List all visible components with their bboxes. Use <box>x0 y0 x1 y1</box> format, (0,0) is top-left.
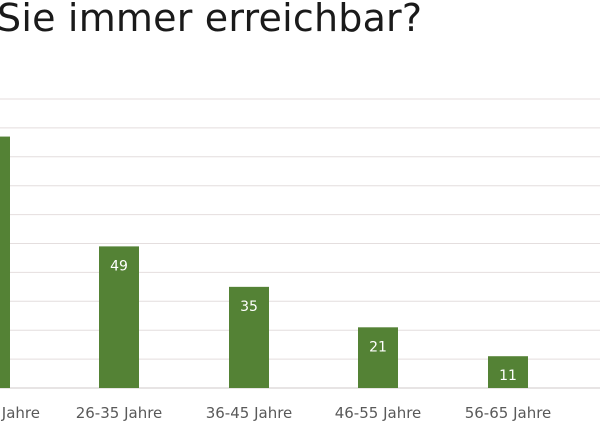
bars <box>0 136 528 388</box>
category-label: 26-35 Jahre <box>76 404 163 422</box>
bar <box>99 246 139 388</box>
category-label: 46-55 Jahre <box>335 404 422 422</box>
category-labels: Jahre 26-35 Jahre 36-45 Jahre 46-55 Jahre 56… <box>1 404 552 422</box>
bar-value-label: 35 <box>240 299 258 315</box>
bar <box>488 356 528 388</box>
bar-value-label: 11 <box>499 368 517 384</box>
gridlines <box>0 98 600 389</box>
bar-value-label: 49 <box>110 258 128 274</box>
bar <box>358 327 398 388</box>
category-label: Jahre <box>1 404 40 422</box>
bar <box>0 136 10 388</box>
bar <box>229 286 269 388</box>
category-label: 56-65 Jahre <box>465 404 552 422</box>
category-label: 36-45 Jahre <box>206 404 293 422</box>
bar-labels: 49 35 21 11 <box>110 258 517 384</box>
bar-value-label: 21 <box>369 339 387 355</box>
chart-title: Sie immer erreichbar? <box>0 0 423 40</box>
